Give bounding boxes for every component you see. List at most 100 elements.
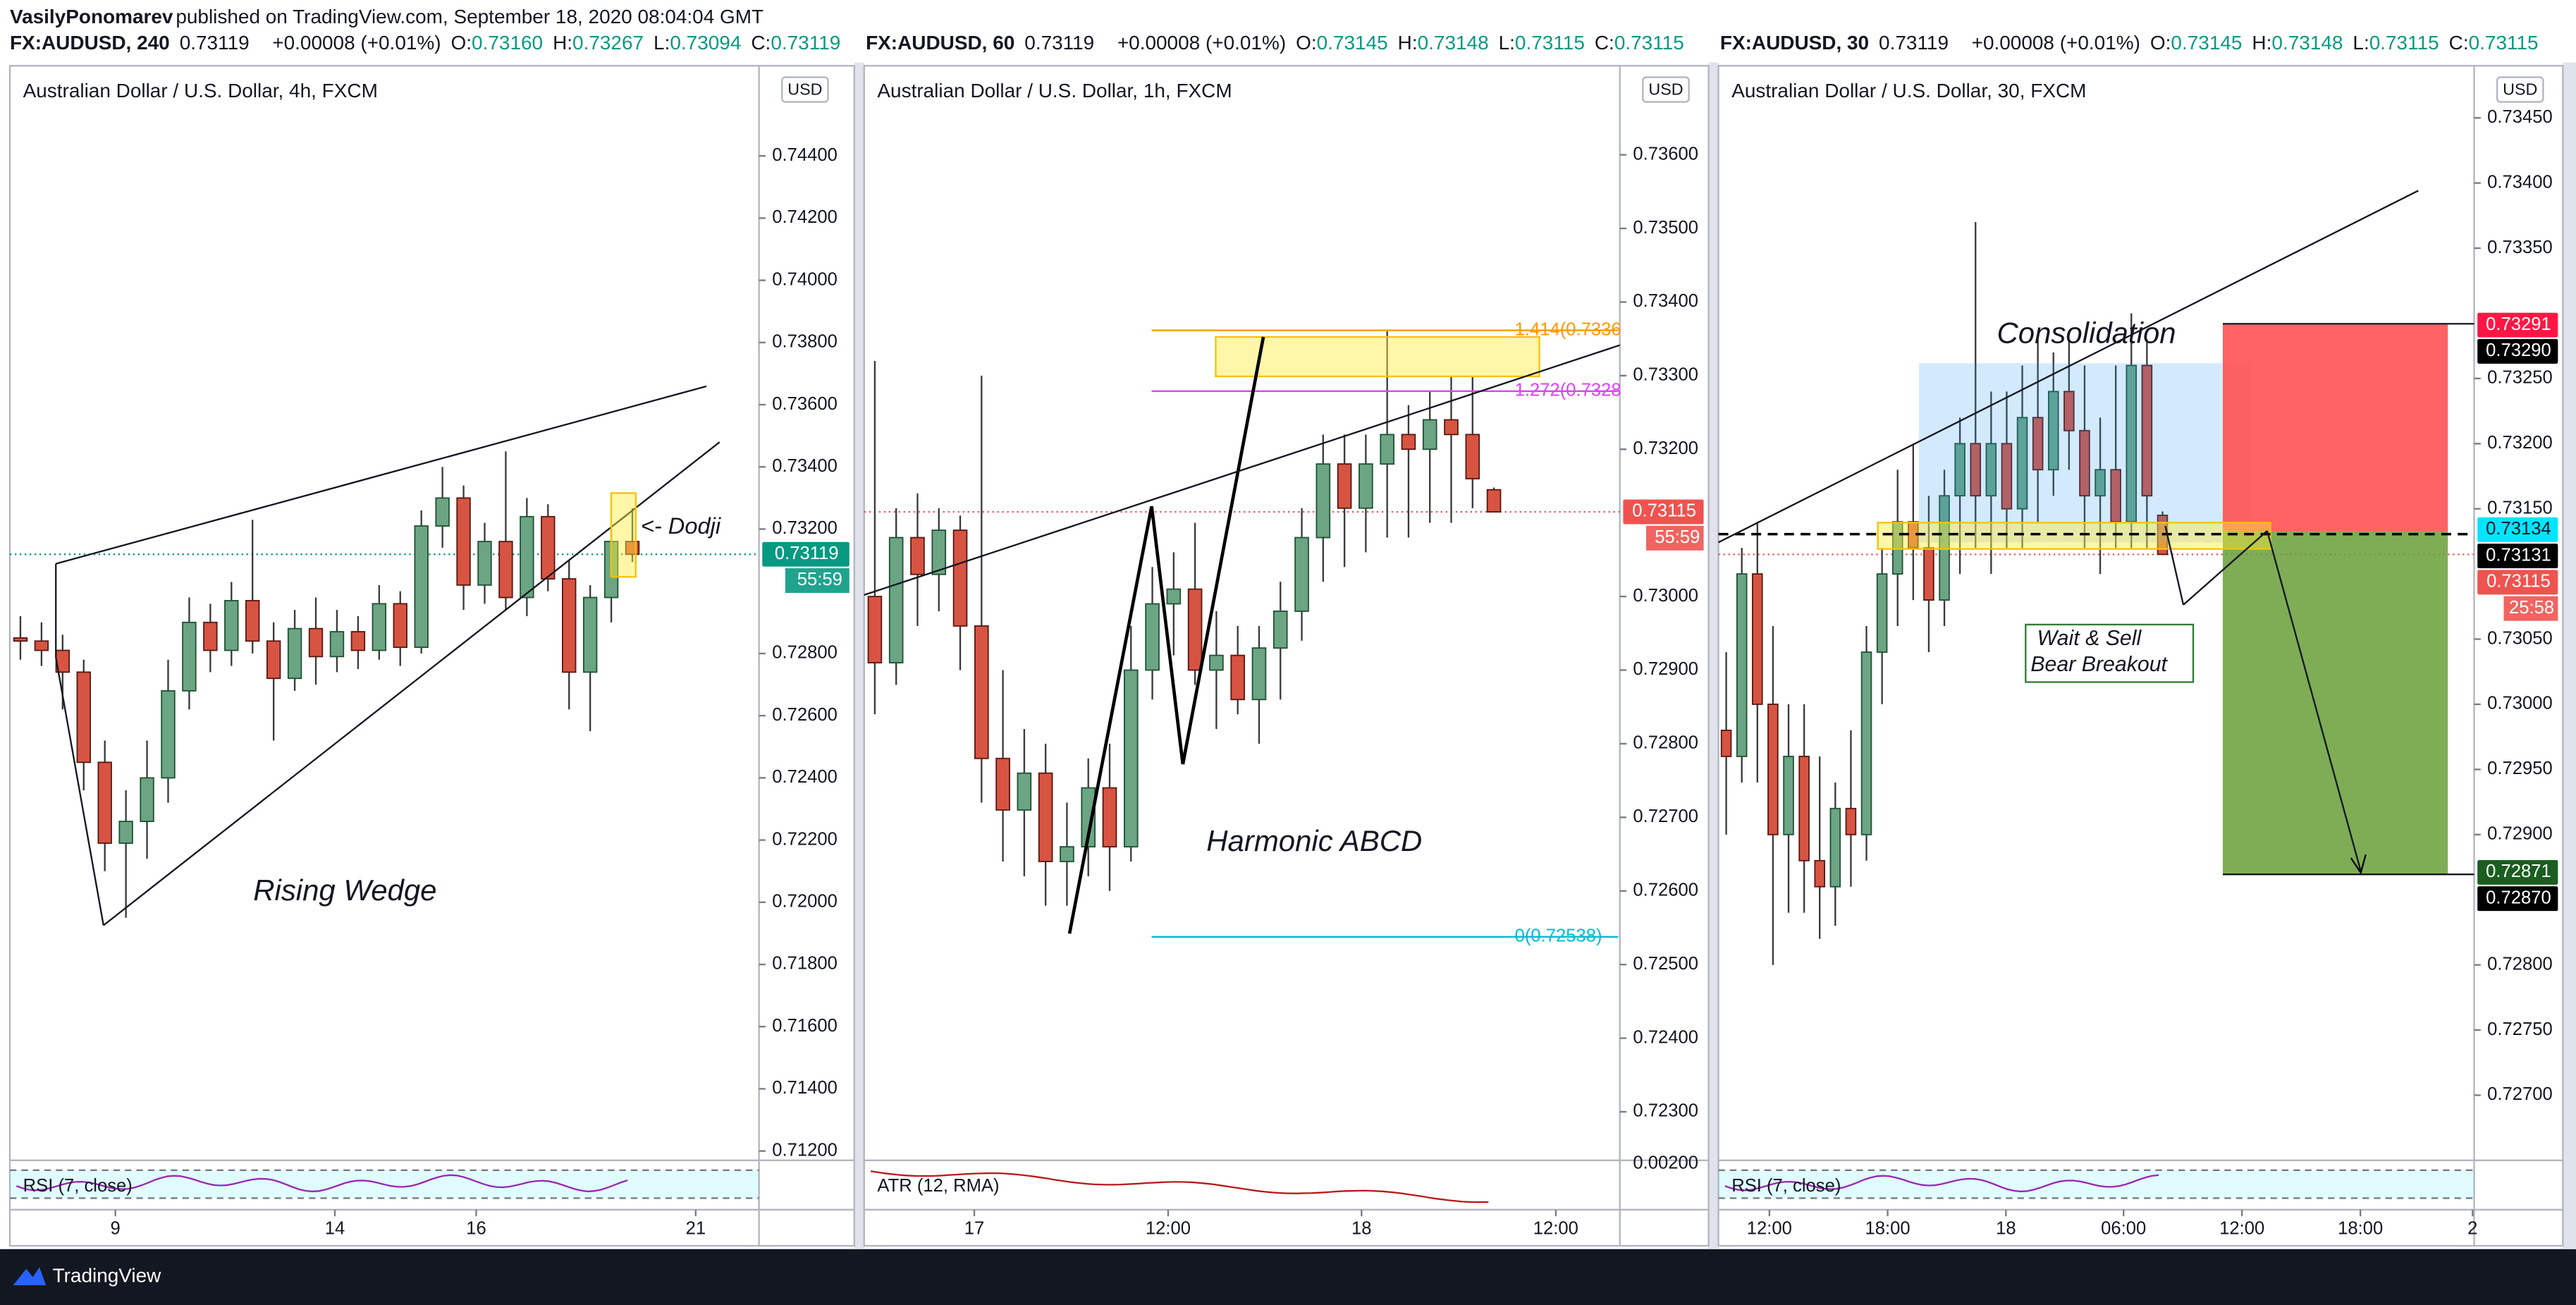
price-tag-label: 0.73119: [775, 544, 839, 563]
ohlc-value: 0.73115: [1515, 32, 1585, 54]
price-tag-label: 0.73115: [2486, 572, 2551, 592]
annotation: Wait & Sell: [2037, 627, 2142, 650]
panel: [863, 65, 1710, 1247]
annotation: 1.272(0.7328: [1515, 381, 1621, 400]
ohlc-value: 0.73145: [2171, 32, 2242, 54]
y-tick-label: 0.72900: [2487, 824, 2553, 844]
candle-body: [1230, 654, 1246, 701]
y-tick-label: 0.72200: [772, 829, 838, 849]
candle-body: [1060, 846, 1074, 862]
y-tick-label: 0.73800: [772, 332, 838, 352]
candle-body: [203, 621, 218, 651]
candle-body: [1272, 611, 1288, 649]
annotation: <- Dodji: [641, 513, 721, 539]
ohlc-label: O:: [451, 32, 472, 54]
candle-body: [2016, 417, 2028, 510]
candle-body: [1970, 443, 1982, 497]
x-tick-label: 12:00: [1747, 1219, 1792, 1239]
y-tick-label: 0.72400: [1633, 1027, 1698, 1047]
drawing-line: [864, 344, 1621, 596]
candle-body: [2094, 469, 2106, 497]
candle-body: [414, 525, 429, 649]
candle-body: [931, 529, 947, 575]
y-tick-label: 0.72750: [2487, 1019, 2553, 1039]
annotation: 0(0.72538): [1515, 926, 1602, 946]
currency-box: [781, 76, 829, 103]
ohlc-label: C:: [2449, 32, 2469, 54]
candle-body: [1038, 772, 1053, 862]
ohlc-label: H:: [2252, 32, 2271, 54]
candle-body: [1337, 463, 1352, 509]
candle-body: [1251, 647, 1267, 701]
y-tick-label: 0.73000: [2487, 694, 2553, 713]
drawing-box: [610, 492, 637, 578]
y-tick-label: 0.72800: [772, 643, 838, 663]
drawing-box: [1877, 522, 2271, 550]
indicator-label: RSI (7, close): [1731, 1176, 1841, 1196]
candle-body: [2079, 429, 2090, 497]
candle-body: [372, 603, 387, 651]
ohlc-label: C:: [1595, 32, 1614, 54]
x-tick-label: 17: [964, 1219, 985, 1239]
ohlc-label: H:: [1398, 32, 1418, 54]
candle-body: [1876, 573, 1888, 653]
ohlc-value: 0.73160: [472, 32, 543, 54]
ohlc-label: L:: [654, 32, 670, 54]
y-tick-label: 0.71400: [772, 1078, 838, 1098]
countdown-tag: [2503, 596, 2558, 621]
ohlc-label: L:: [2353, 32, 2369, 54]
candle-body: [13, 637, 28, 642]
change: +0.00008 (+0.01%): [272, 32, 441, 54]
candle-body: [1444, 419, 1459, 436]
annotation: Rising Wedge: [253, 874, 436, 907]
candle-body: [1401, 434, 1416, 451]
candle-body: [974, 625, 989, 759]
ohlc-value: 0.73115: [2469, 32, 2539, 54]
candle-body: [1123, 669, 1139, 847]
drawing-box: [2025, 623, 2195, 683]
price-tag-label: 0.73131: [2486, 545, 2551, 565]
candle-body: [498, 541, 513, 599]
y-tick-label: 0.73000: [1633, 586, 1698, 606]
x-tick-label: 12:00: [1533, 1219, 1578, 1239]
x-tick-label: 18: [1996, 1219, 2016, 1239]
candle-body: [910, 537, 925, 575]
candle-body: [1845, 807, 1857, 835]
drawing-line: [1718, 190, 2419, 544]
ohlc-label: O:: [2150, 32, 2171, 54]
price-tag-label: 0.73115: [1632, 501, 1696, 521]
chart-title: Australian Dollar / U.S. Dollar, 30, FXC…: [1731, 80, 2086, 102]
countdown: 55:59: [1655, 527, 1700, 547]
gap: [1708, 62, 1719, 1249]
y-tick-label: 0.73400: [1633, 291, 1698, 311]
x-tick-label: 14: [325, 1219, 345, 1239]
gap: [854, 62, 864, 1249]
price-tag: [762, 541, 850, 567]
candle-body: [1783, 755, 1794, 835]
ohlc-value: 0.73115: [1614, 32, 1684, 54]
candle-body: [350, 631, 366, 651]
symbol-line: FX:AUDUSD, 240 0.73119 +0.00008 (+0.01%) O:…: [10, 32, 840, 54]
candle-body: [245, 599, 260, 642]
brand: TradingView: [53, 1265, 162, 1287]
indicator-label: ATR (12, RMA): [877, 1176, 999, 1196]
candle-body: [1187, 588, 1203, 671]
y-tick-label: 0.74200: [772, 207, 838, 227]
candle-body: [1380, 434, 1394, 465]
drawing-box: [2222, 530, 2448, 875]
y-tick-label: 0.71800: [772, 954, 838, 974]
candle-body: [456, 497, 471, 586]
x-tick-label: 12:00: [1146, 1219, 1191, 1239]
candle-body: [1985, 443, 1997, 497]
candle-body: [1209, 654, 1224, 671]
drawing-line: [2164, 525, 2185, 606]
ohlc-value: 0.73145: [1317, 32, 1388, 54]
y-tick-label: 0.73200: [2487, 433, 2553, 453]
candle-body: [1486, 489, 1502, 513]
drawing-box: [1918, 363, 2251, 543]
candle-body: [1358, 463, 1373, 509]
ohlc-label: C:: [751, 32, 771, 54]
price-tag: [2477, 886, 2558, 912]
candle-body: [1145, 603, 1160, 671]
candle-body: [1767, 704, 1779, 835]
